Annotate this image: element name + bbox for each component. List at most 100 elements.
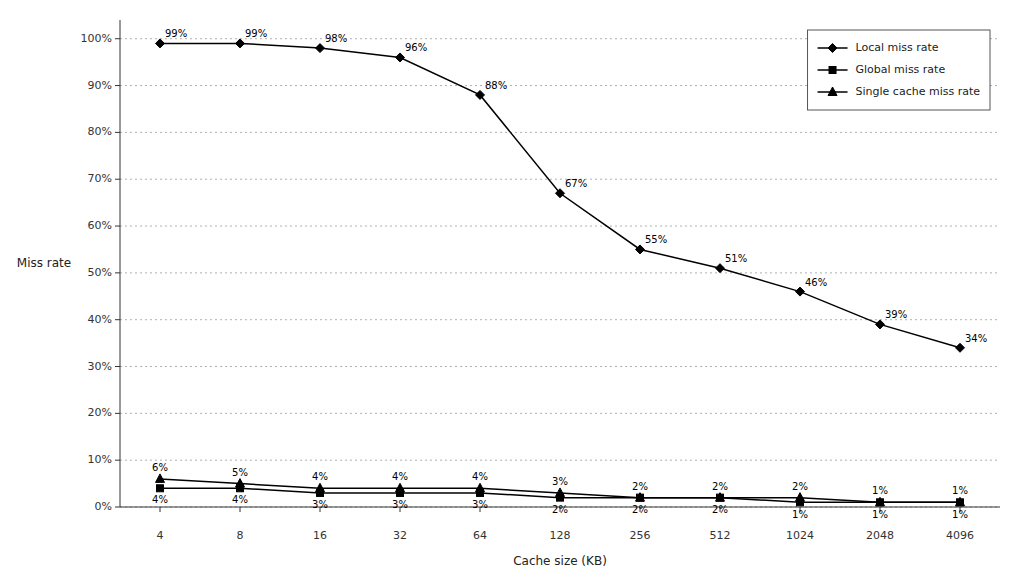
x-tick-label: 256 bbox=[630, 529, 651, 542]
x-tick-label: 2048 bbox=[866, 529, 894, 542]
y-tick bbox=[115, 366, 120, 367]
marker bbox=[876, 320, 885, 329]
data-label: 1% bbox=[792, 509, 808, 520]
y-tick-label: 10% bbox=[88, 453, 112, 466]
marker bbox=[476, 483, 485, 492]
series bbox=[156, 474, 965, 506]
marker bbox=[876, 497, 885, 506]
data-label: 4% bbox=[392, 471, 408, 482]
data-label: 3% bbox=[552, 476, 568, 487]
data-label: 2% bbox=[792, 481, 808, 492]
x-tick-label: 16 bbox=[313, 529, 327, 542]
x-axis-label: Cache size (KB) bbox=[513, 554, 607, 568]
marker bbox=[156, 39, 165, 48]
marker bbox=[829, 67, 836, 74]
marker bbox=[828, 87, 837, 96]
data-label: 55% bbox=[645, 234, 667, 245]
data-label: 4% bbox=[152, 494, 168, 505]
data-label: 34% bbox=[965, 333, 987, 344]
data-label: 4% bbox=[312, 471, 328, 482]
x-tick-label: 512 bbox=[710, 529, 731, 542]
x-tick bbox=[240, 507, 241, 512]
legend-box bbox=[808, 30, 990, 110]
y-tick-label: 50% bbox=[88, 266, 112, 279]
y-tick-label: 100% bbox=[81, 32, 112, 45]
data-label: 5% bbox=[232, 467, 248, 478]
marker bbox=[796, 287, 805, 296]
grid-line bbox=[120, 132, 1000, 133]
data-label: 88% bbox=[485, 80, 507, 91]
marker bbox=[828, 44, 837, 53]
data-label: 2% bbox=[712, 481, 728, 492]
x-tick bbox=[160, 507, 161, 512]
legend-label: Single cache miss rate bbox=[856, 85, 981, 98]
grid-line bbox=[120, 413, 1000, 414]
marker bbox=[157, 485, 164, 492]
data-label: 6% bbox=[152, 462, 168, 473]
y-tick bbox=[115, 272, 120, 273]
marker bbox=[956, 497, 965, 506]
data-label: 1% bbox=[872, 509, 888, 520]
y-tick-label: 70% bbox=[88, 172, 112, 185]
marker bbox=[636, 493, 645, 502]
data-label: 2% bbox=[552, 504, 568, 515]
y-tick bbox=[115, 38, 120, 39]
data-label: 98% bbox=[325, 33, 347, 44]
y-axis-label: Miss rate bbox=[17, 256, 71, 270]
data-label: 51% bbox=[725, 253, 747, 264]
grid-line bbox=[120, 366, 1000, 367]
y-axis: 0%10%20%30%40%50%60%70%80%90%100% bbox=[81, 20, 120, 513]
y-tick-label: 80% bbox=[88, 125, 112, 138]
x-tick-label: 128 bbox=[550, 529, 571, 542]
y-tick bbox=[115, 179, 120, 180]
y-axis-line bbox=[120, 20, 121, 507]
grid-line bbox=[120, 179, 1000, 180]
legend-label: Local miss rate bbox=[856, 41, 939, 54]
y-tick bbox=[115, 319, 120, 320]
y-tick bbox=[115, 85, 120, 86]
y-tick bbox=[115, 132, 120, 133]
marker bbox=[636, 245, 645, 254]
x-tick-label: 64 bbox=[473, 529, 487, 542]
data-label: 1% bbox=[872, 485, 888, 496]
data-label: 3% bbox=[472, 499, 488, 510]
data-label: 4% bbox=[472, 471, 488, 482]
marker bbox=[316, 483, 325, 492]
marker bbox=[956, 343, 965, 352]
grid-line bbox=[120, 272, 1000, 273]
data-label: 2% bbox=[632, 481, 648, 492]
y-tick-label: 60% bbox=[88, 219, 112, 232]
y-tick bbox=[115, 507, 120, 508]
data-label: 1% bbox=[952, 509, 968, 520]
x-tick-label: 4096 bbox=[946, 529, 974, 542]
marker bbox=[556, 189, 565, 198]
marker bbox=[396, 53, 405, 62]
x-tick-label: 32 bbox=[393, 529, 407, 542]
data-label: 3% bbox=[312, 499, 328, 510]
data-label: 46% bbox=[805, 277, 827, 288]
data-label: 39% bbox=[885, 309, 907, 320]
marker bbox=[716, 493, 725, 502]
data-label: 2% bbox=[712, 504, 728, 515]
x-tick-label: 8 bbox=[237, 529, 244, 542]
y-tick-label: 0% bbox=[95, 500, 112, 513]
y-tick-label: 90% bbox=[88, 79, 112, 92]
x-tick-label: 1024 bbox=[786, 529, 814, 542]
chart: 0%10%20%30%40%50%60%70%80%90%100%4816326… bbox=[0, 0, 1024, 577]
grid-line bbox=[120, 460, 1000, 461]
marker bbox=[236, 39, 245, 48]
data-label: 67% bbox=[565, 178, 587, 189]
y-tick-label: 20% bbox=[88, 406, 112, 419]
data-label: 96% bbox=[405, 42, 427, 53]
data-label: 2% bbox=[632, 504, 648, 515]
y-tick-label: 40% bbox=[88, 313, 112, 326]
legend-label: Global miss rate bbox=[856, 63, 946, 76]
data-label: 3% bbox=[392, 499, 408, 510]
y-tick bbox=[115, 460, 120, 461]
marker bbox=[716, 264, 725, 273]
data-label: 1% bbox=[952, 485, 968, 496]
marker bbox=[476, 90, 485, 99]
marker bbox=[556, 488, 565, 497]
data-label: 4% bbox=[232, 494, 248, 505]
x-tick-label: 4 bbox=[157, 529, 164, 542]
